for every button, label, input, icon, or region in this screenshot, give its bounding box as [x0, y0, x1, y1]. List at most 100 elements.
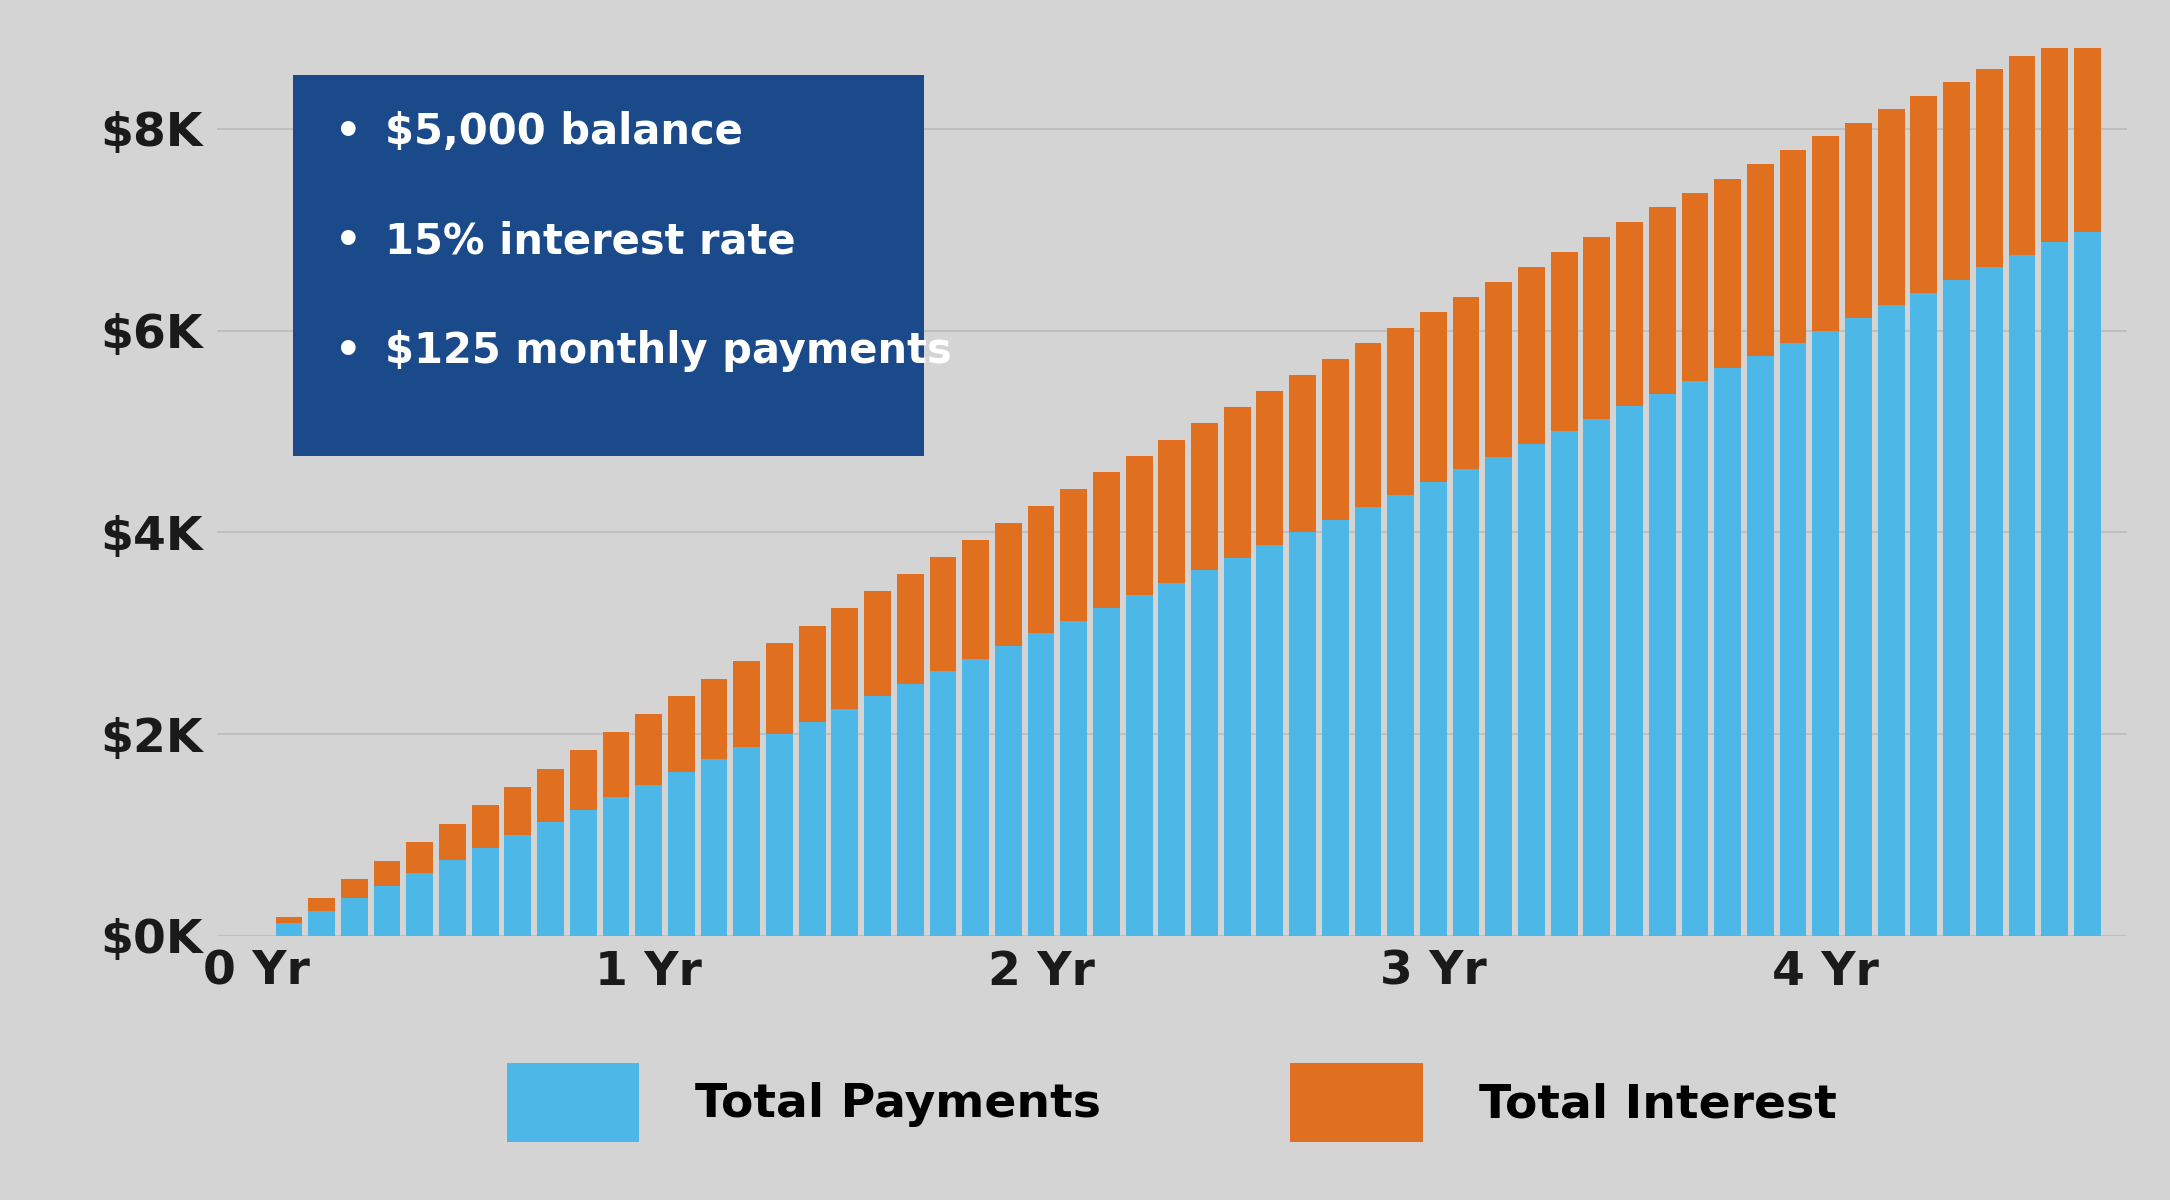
Bar — [994, 523, 1022, 646]
Bar — [896, 574, 924, 684]
Text: $5,000 balance: $5,000 balance — [384, 112, 742, 154]
Bar — [603, 797, 629, 936]
Bar — [276, 923, 302, 936]
Bar — [1977, 268, 2003, 936]
Bar — [1191, 424, 1217, 570]
Bar — [438, 823, 467, 860]
Bar — [373, 860, 401, 886]
Bar — [1877, 109, 1905, 305]
Bar — [1224, 407, 1250, 558]
Bar — [503, 787, 532, 835]
Bar — [1029, 634, 1055, 936]
Bar — [668, 696, 694, 772]
Bar — [276, 917, 302, 923]
Bar — [1714, 368, 1740, 936]
Bar — [1682, 193, 1708, 382]
Bar — [1812, 330, 1840, 936]
Text: •: • — [336, 330, 362, 372]
Bar — [1486, 282, 1512, 457]
Bar — [929, 671, 957, 936]
Bar — [701, 760, 727, 936]
Legend: Total Payments, Total Interest: Total Payments, Total Interest — [488, 1044, 1855, 1162]
Bar — [1256, 391, 1282, 545]
Text: $125 monthly payments: $125 monthly payments — [384, 330, 953, 372]
Bar — [864, 696, 892, 936]
Bar — [1910, 293, 1938, 936]
Bar — [1256, 545, 1282, 936]
Bar — [538, 822, 564, 936]
Bar — [438, 860, 467, 936]
Text: •: • — [336, 221, 362, 263]
Bar — [668, 772, 694, 936]
Bar — [1877, 305, 1905, 936]
Bar — [733, 746, 759, 936]
Bar — [2042, 43, 2068, 242]
Text: •: • — [336, 112, 362, 154]
Bar — [1191, 570, 1217, 936]
Bar — [1552, 252, 1578, 432]
Bar — [2009, 56, 2035, 254]
Bar — [1942, 83, 1970, 280]
Bar — [701, 679, 727, 760]
Bar — [636, 714, 662, 785]
Bar — [471, 847, 499, 936]
Bar — [1289, 376, 1315, 533]
Bar — [1322, 359, 1350, 520]
Bar — [1289, 533, 1315, 936]
Bar — [1419, 312, 1447, 482]
Bar — [1029, 505, 1055, 634]
Bar — [1387, 328, 1415, 494]
Bar — [1354, 343, 1382, 508]
Bar — [831, 608, 857, 709]
Bar — [766, 643, 792, 734]
Bar — [1779, 150, 1805, 343]
Text: 15% interest rate: 15% interest rate — [384, 221, 796, 263]
Bar — [1552, 432, 1578, 936]
Bar — [571, 810, 597, 936]
Bar — [1224, 558, 1250, 936]
Bar — [341, 880, 367, 898]
Bar — [308, 911, 334, 936]
Bar — [1159, 439, 1185, 583]
Bar — [1126, 456, 1152, 595]
Bar — [1617, 407, 1643, 936]
Bar — [406, 872, 434, 936]
Bar — [1977, 70, 2003, 268]
Bar — [341, 898, 367, 936]
Bar — [538, 769, 564, 822]
Bar — [1387, 494, 1415, 936]
Bar — [994, 646, 1022, 936]
Bar — [2075, 232, 2101, 936]
Bar — [1942, 280, 1970, 936]
Bar — [1452, 469, 1480, 936]
Bar — [2075, 32, 2101, 232]
Bar — [636, 785, 662, 936]
Bar — [1714, 179, 1740, 368]
Bar — [373, 886, 401, 936]
Bar — [1126, 595, 1152, 936]
Bar — [1452, 296, 1480, 469]
Bar — [1419, 482, 1447, 936]
Bar — [406, 842, 434, 872]
Bar — [961, 659, 990, 936]
Bar — [766, 734, 792, 936]
Bar — [1649, 394, 1675, 936]
Bar — [1094, 608, 1120, 936]
Bar — [308, 899, 334, 911]
Bar — [1354, 508, 1382, 936]
Bar — [1682, 382, 1708, 936]
Bar — [2009, 254, 2035, 936]
FancyBboxPatch shape — [293, 74, 924, 456]
Bar — [503, 835, 532, 936]
Bar — [929, 557, 957, 671]
Bar — [1094, 473, 1120, 608]
Bar — [1910, 96, 1938, 293]
Bar — [1061, 490, 1087, 620]
Bar — [1844, 122, 1873, 318]
Bar — [1519, 444, 1545, 936]
Bar — [1519, 266, 1545, 444]
Bar — [1486, 457, 1512, 936]
Bar — [471, 805, 499, 847]
Bar — [799, 625, 825, 721]
Bar — [1322, 520, 1350, 936]
